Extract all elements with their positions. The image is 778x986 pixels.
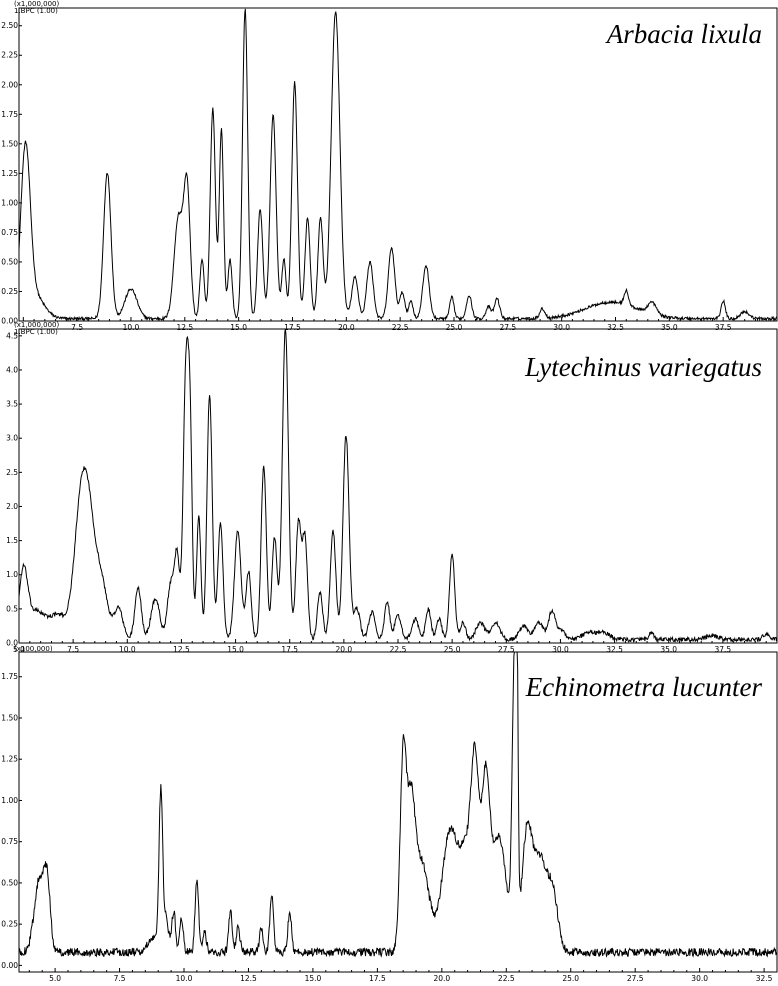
x-tick-label: 7.5	[114, 974, 126, 983]
y-tick-label: 2.5	[6, 468, 18, 477]
x-tick-label: 25.0	[444, 645, 461, 654]
y-tick-label: 1.50	[1, 713, 18, 722]
x-tick-label: 37.5	[715, 323, 732, 332]
x-tick-label: 17.5	[369, 974, 386, 983]
x-tick-label: 25.0	[446, 323, 463, 332]
y-tick-label: 1.25	[1, 169, 18, 178]
panel-3-species-title: Echinometra lucunter	[525, 672, 763, 702]
x-tick-label: 15.0	[230, 323, 247, 332]
panel-3-scale-label: (x100,000)	[14, 645, 53, 653]
x-tick-label: 30.0	[691, 974, 708, 983]
panel-arbacia: (x1,000,000) 1.BPC (1.00) 0.000.250.500.…	[1, 0, 778, 332]
panel-lytechinus: (x1,000,000) 1.BPC (1.00) 0.0 0.5 1.0 1.5 2.…	[6, 321, 778, 654]
y-tick-label: 3.0	[6, 434, 18, 443]
y-tick-label: 0.5	[6, 604, 18, 613]
y-tick-label: 1.25	[1, 755, 18, 764]
x-tick-label: 35.0	[660, 645, 677, 654]
y-tick-label: 0.50	[1, 257, 18, 266]
x-tick-label: 5.0	[49, 974, 61, 983]
panel-2-trace-line	[18, 328, 778, 644]
x-tick-label: 20.0	[433, 974, 450, 983]
panel-1-trace-line	[18, 8, 778, 322]
y-tick-label: 1.50	[1, 139, 18, 148]
x-tick-label: 22.5	[498, 974, 515, 983]
y-tick-label: 1.75	[1, 110, 18, 119]
y-tick-label: 0.50	[1, 878, 18, 887]
panel-1-scale-label: (x1,000,000)	[14, 0, 59, 8]
x-tick-label: 27.5	[627, 974, 644, 983]
panel-3-y-axis: 0.00 0.25 0.50 0.75 1.00 1.25 1.50 1.75	[1, 672, 22, 970]
y-tick-label: 2.0	[6, 502, 18, 511]
x-tick-label: 15.0	[305, 974, 322, 983]
x-tick-label: 27.5	[498, 645, 515, 654]
x-tick-label: 15.0	[227, 645, 244, 654]
panel-1-species-title: Arbacia lixula	[605, 19, 762, 49]
y-tick-label: 0.75	[1, 228, 18, 237]
x-tick-label: 30.0	[553, 323, 570, 332]
x-tick-label: 20.0	[338, 323, 355, 332]
x-tick-label: 7.5	[67, 645, 79, 654]
x-tick-label: 20.0	[336, 645, 353, 654]
y-tick-label: 2.00	[1, 80, 18, 89]
y-tick-label: 1.00	[1, 198, 18, 207]
panel-1-x-axis: 7.5 10.0 12.5 15.0 17.5 20.0 22.5 25.0 27.5 30.0 3…	[22, 317, 778, 332]
panel-3-plot-frame	[18, 651, 778, 973]
y-tick-label: 4.5	[6, 331, 18, 340]
y-tick-label: 0.00	[1, 961, 18, 970]
x-tick-label: 27.5	[499, 323, 516, 332]
y-tick-label: 4.0	[6, 365, 18, 374]
x-tick-label: 22.5	[390, 645, 407, 654]
y-tick-label: 0.75	[1, 837, 18, 846]
panel-2-scale-label: (x1,000,000)	[14, 321, 59, 329]
x-tick-label: 10.0	[176, 974, 193, 983]
y-tick-label: 1.5	[6, 536, 18, 545]
x-tick-label: 32.5	[606, 645, 623, 654]
x-tick-label: 22.5	[392, 323, 409, 332]
panel-2-x-axis: 5.0 7.5 10.0 12.5 15.0 17.5 20.0 22.5 25.0 27.5 30…	[13, 639, 778, 654]
x-tick-label: 10.0	[119, 645, 136, 654]
panel-1-trace-label: 1.BPC (1.00)	[14, 7, 58, 15]
panel-3-x-axis: 5.0 7.5 10.0 12.5 15.0 17.5 20.0 22.5 25.0 27.5 30…	[28, 968, 778, 983]
x-tick-label: 7.5	[71, 323, 83, 332]
x-tick-label: 10.0	[123, 323, 140, 332]
y-tick-label: 2.50	[1, 21, 18, 30]
x-tick-label: 35.0	[661, 323, 678, 332]
panel-1-plot-frame	[18, 7, 778, 322]
panel-echinometra: (x100,000) 0.00 0.25 0.50 0.75 1.00 1.25 1.50 1…	[1, 645, 778, 983]
y-tick-label: 0.0	[6, 639, 18, 648]
x-tick-label: 25.0	[562, 974, 579, 983]
x-tick-label: 12.5	[176, 323, 193, 332]
panel-1-y-axis: 0.00 0.25 0.50 0.75 1.00 1.25 1.50 1.75 2.00 2.25…	[1, 21, 22, 326]
panel-3-trace-line	[18, 651, 778, 958]
x-tick-label: 12.5	[173, 645, 190, 654]
x-tick-label: 37.5	[715, 645, 732, 654]
x-tick-label: 17.5	[284, 323, 301, 332]
x-tick-label: 32.5	[756, 974, 773, 983]
y-tick-label: 3.5	[6, 400, 18, 409]
panel-2-trace-label: 1.BPC (1.00)	[14, 328, 58, 336]
x-tick-label: 32.5	[607, 323, 624, 332]
x-tick-label: 5.0	[13, 645, 25, 654]
y-tick-label: 0.00	[1, 317, 18, 326]
y-tick-label: 0.25	[1, 287, 18, 296]
y-tick-label: 1.00	[1, 796, 18, 805]
y-tick-label: 1.75	[1, 672, 18, 681]
y-tick-label: 0.25	[1, 920, 18, 929]
y-tick-label: 1.0	[6, 570, 18, 579]
panel-2-species-title: Lytechinus variegatus	[524, 352, 762, 382]
x-tick-label: 30.0	[552, 645, 569, 654]
x-tick-label: 17.5	[281, 645, 298, 654]
y-tick-label: 2.25	[1, 51, 18, 60]
panel-2-y-axis: 0.0 0.5 1.0 1.5 2.0 2.5 3.0 3.5 4.0 4.5	[6, 331, 22, 648]
x-tick-label: 12.5	[240, 974, 257, 983]
